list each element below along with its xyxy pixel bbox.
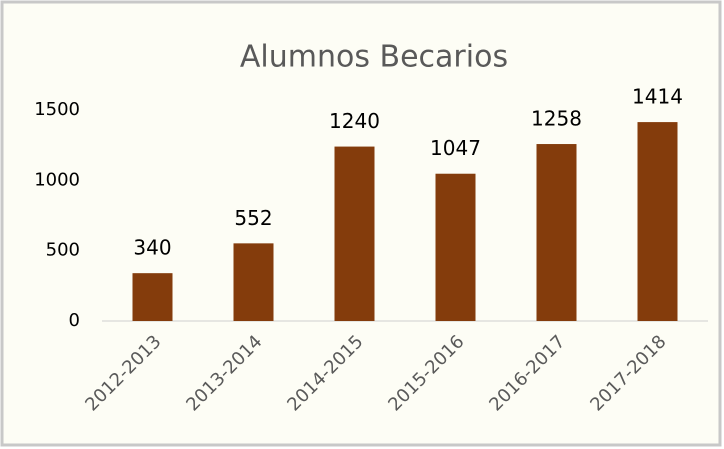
data-label: 1047 [430,136,481,160]
y-tick-label: 0 [69,310,80,331]
data-label: 1240 [329,109,380,133]
bar [233,243,274,321]
bar [536,144,577,321]
data-label: 1414 [632,85,683,109]
y-tick-label: 500 [46,240,80,261]
chart-title: Alumnos Becarios [240,40,508,75]
bar [435,173,476,321]
y-tick-label: 1500 [34,99,80,120]
data-label: 1258 [531,107,582,131]
data-label: 340 [133,236,171,260]
bar [132,273,173,321]
bar [637,122,678,321]
data-label: 552 [234,206,272,230]
bar [334,146,375,321]
y-tick-label: 1000 [34,169,80,190]
